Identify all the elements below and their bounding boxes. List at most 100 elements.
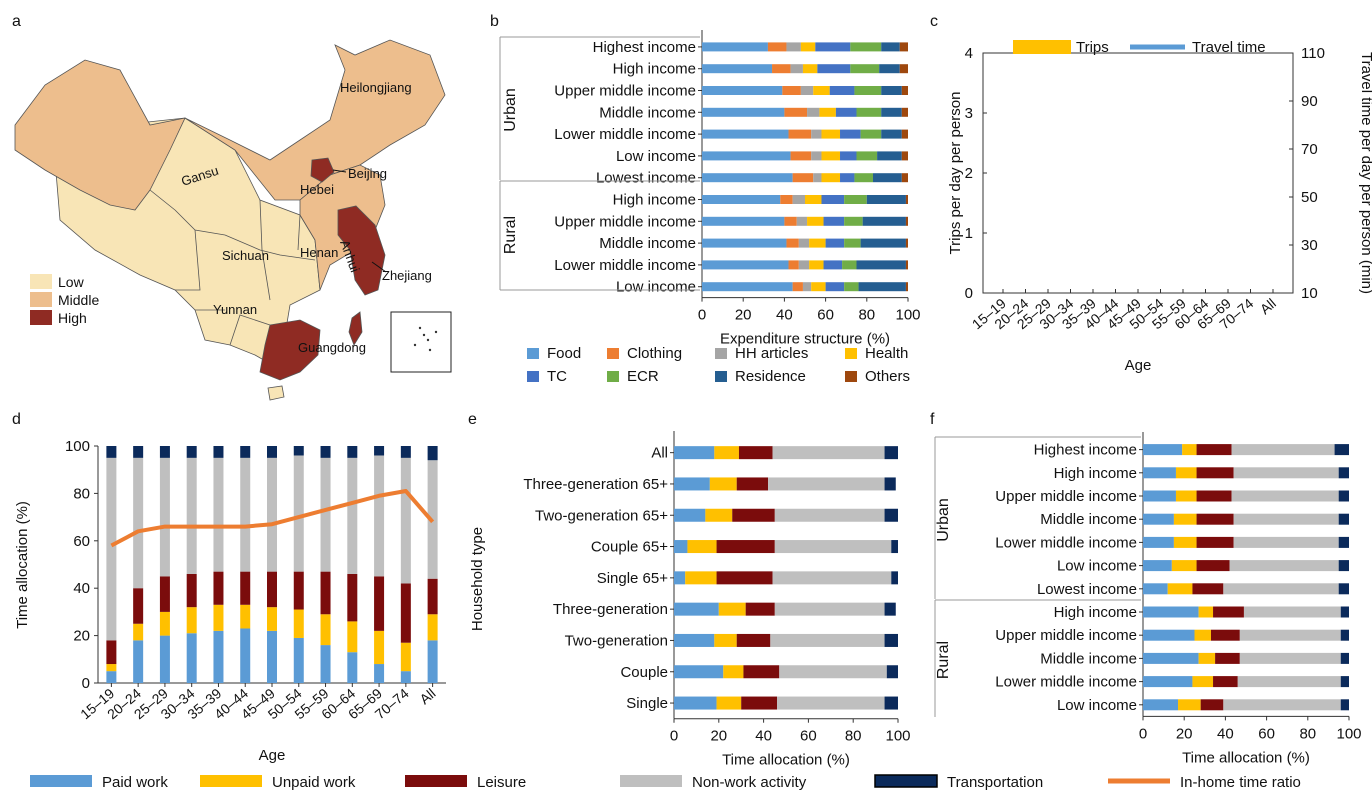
bar-segment-non-work-activity (106, 457, 117, 641)
bar-segment-residence (862, 216, 906, 226)
bar-segment-residence (856, 260, 906, 270)
bar-segment-paid-work (400, 671, 411, 683)
bar-segment-leisure (240, 571, 251, 605)
bar-segment-unpaid-work (1194, 629, 1211, 641)
bar-segment-unpaid-work (1173, 536, 1197, 548)
bar-segment-unpaid-work (1167, 583, 1193, 595)
map-label-zhejiang: Zhejiang (382, 268, 432, 283)
bar-segment-paid-work (1143, 629, 1195, 641)
bar-segment-leisure (186, 573, 197, 608)
bar-segment-paid-work (1143, 490, 1176, 502)
legend-label-unpaid-work: Unpaid work (272, 774, 356, 791)
bar-segment-health (821, 129, 841, 139)
x-tick-label: 0 (698, 307, 706, 324)
bar-segment-ecr (850, 64, 880, 74)
bar-segment-paid-work (1143, 536, 1174, 548)
bar-segment-transportation (293, 446, 304, 456)
bar-segment-others (905, 216, 908, 226)
map-legend-low: Low (58, 274, 85, 290)
bar-segment-non-work-activity (1231, 444, 1335, 456)
bar-segment-health (802, 64, 818, 74)
bar-segment-tc (823, 216, 845, 226)
y-right-tick-label: 90 (1301, 93, 1318, 110)
bar-segment-health (819, 107, 836, 117)
bar-segment-clothing (784, 107, 808, 117)
bar-segment-non-work-activity (1239, 629, 1341, 641)
bar-segment-others (905, 260, 908, 270)
bar-segment-clothing (788, 260, 799, 270)
legend-label-travel-time: Travel time (1192, 39, 1266, 56)
legend-swatch-health (845, 348, 857, 359)
x-tick-label: 40 (776, 307, 793, 324)
legend-swatch-leisure (405, 775, 467, 787)
map-legend-low-swatch (30, 274, 52, 289)
bar-segment-tc (840, 151, 857, 161)
map-label-heilongjiang: Heilongjiang (340, 80, 412, 95)
bar-segment-hh-articles (813, 173, 822, 183)
bar-segment-transportation (884, 696, 898, 710)
bar-segment-clothing (788, 129, 812, 139)
bar-segment-paid-work (293, 637, 304, 683)
category-label: Lower middle income (995, 674, 1137, 691)
y-tick-label: 4 (965, 45, 973, 62)
category-label: Lowest income (1037, 581, 1137, 598)
bar-segment-unpaid-work (709, 477, 737, 491)
map-region-beijing (310, 157, 335, 183)
bar-segment-hh-articles (798, 238, 810, 248)
x-tick-label: 60 (817, 307, 834, 324)
bar-segment-unpaid-work (1178, 699, 1201, 711)
plot-frame (982, 52, 1294, 294)
bar-segment-leisure (1196, 467, 1234, 479)
map-label-henan: Henan (300, 245, 338, 260)
bar-segment-hh-articles (807, 107, 820, 117)
category-label: Upper middle income (995, 627, 1137, 644)
map-leader-beijing (332, 169, 347, 173)
category-label: All (651, 445, 668, 462)
bar-segment-unpaid-work (293, 609, 304, 638)
group-label-rural: Rural (935, 641, 952, 679)
y-tick-label: 40 (73, 580, 90, 597)
legend-swatch-paid-work (30, 775, 92, 787)
bar-segment-transportation (1340, 606, 1349, 618)
legend-swatch-others (845, 371, 857, 382)
bar-segment-unpaid-work (687, 540, 717, 554)
bar-segment-ecr (856, 151, 878, 161)
bar-segment-clothing (792, 282, 803, 292)
bar-segment-unpaid-work (186, 607, 197, 634)
y-tick-label: 100 (65, 438, 90, 455)
bar-segment-tc (815, 42, 851, 52)
bar-segment-transportation (1338, 467, 1349, 479)
bar-segment-paid-work (674, 696, 717, 710)
bar-segment-unpaid-work (1192, 676, 1214, 688)
bar-segment-leisure (320, 571, 331, 615)
bar-segment-paid-work (674, 571, 686, 585)
bar-segment-paid-work (1143, 652, 1199, 664)
bar-segment-unpaid-work (1198, 606, 1214, 618)
x-tick-label: 60 (800, 728, 817, 745)
south-china-sea-inset (390, 311, 452, 373)
map-region-taiwan (348, 311, 363, 346)
legend-label-hh-articles: HH articles (735, 345, 808, 362)
bar-segment-transportation (1338, 536, 1349, 548)
bar-segment-non-work-activity (777, 696, 885, 710)
panel-letter-b: b (490, 13, 499, 30)
bar-segment-tc (825, 282, 845, 292)
panel-d-age-time-chart: 02040608010015–1920–2425–2930–3435–3940–… (14, 438, 446, 764)
panel-letter-c: c (930, 13, 938, 30)
bar-segment-paid-work (347, 652, 358, 683)
bar-segment-food (702, 238, 787, 248)
legend-label-trips: Trips (1076, 39, 1109, 56)
bar-segment-hh-articles (811, 151, 822, 161)
bar-segment-transportation (1338, 490, 1349, 502)
bar-segment-non-work-activity (1229, 560, 1339, 572)
category-label: Single (626, 695, 668, 712)
bar-segment-unpaid-work (133, 623, 144, 641)
legend-swatch-ecr (607, 371, 619, 382)
map-region-middle-west (14, 59, 186, 211)
legend-label-paid-work: Paid work (102, 774, 168, 791)
bar-segment-health (813, 86, 830, 95)
bar-segment-non-work-activity (374, 455, 385, 577)
bar-segment-tc (840, 129, 861, 139)
bar-segment-health (811, 282, 826, 292)
